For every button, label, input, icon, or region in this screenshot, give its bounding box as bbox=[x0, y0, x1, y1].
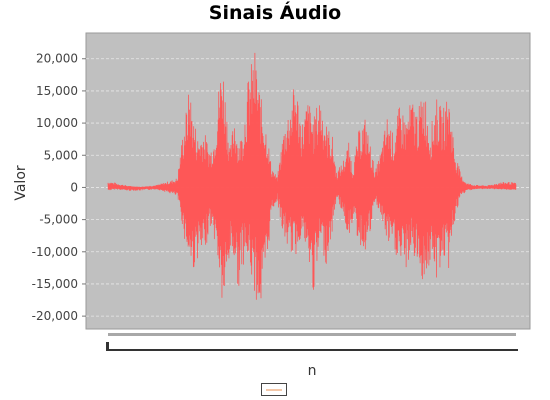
y-tick-label: 15,000 bbox=[36, 84, 78, 98]
y-axis-label: Valor bbox=[13, 165, 29, 201]
y-tick-label: -15,000 bbox=[32, 277, 78, 291]
y-tick-label: 10,000 bbox=[36, 116, 78, 130]
y-tick-label: -20,000 bbox=[32, 309, 78, 323]
x-axis-label: n bbox=[308, 363, 317, 379]
y-tick-label: -5,000 bbox=[39, 213, 78, 227]
audio-signal-series bbox=[107, 52, 517, 300]
legend bbox=[261, 383, 287, 396]
x-axis-tick-marker bbox=[106, 342, 109, 349]
y-tick-label: 5,000 bbox=[44, 148, 78, 162]
chart-title: Sinais Áudio bbox=[208, 2, 342, 24]
y-tick-label: -10,000 bbox=[32, 245, 78, 259]
y-tick-label: 20,000 bbox=[36, 52, 78, 66]
y-tick-label: 0 bbox=[70, 180, 78, 194]
x-axis-track bbox=[108, 333, 516, 336]
legend-swatch bbox=[266, 389, 282, 391]
y-axis-ticks: 20,000 15,000 10,000 5,000 0 -5,000 -10,000 -15… bbox=[32, 52, 86, 323]
